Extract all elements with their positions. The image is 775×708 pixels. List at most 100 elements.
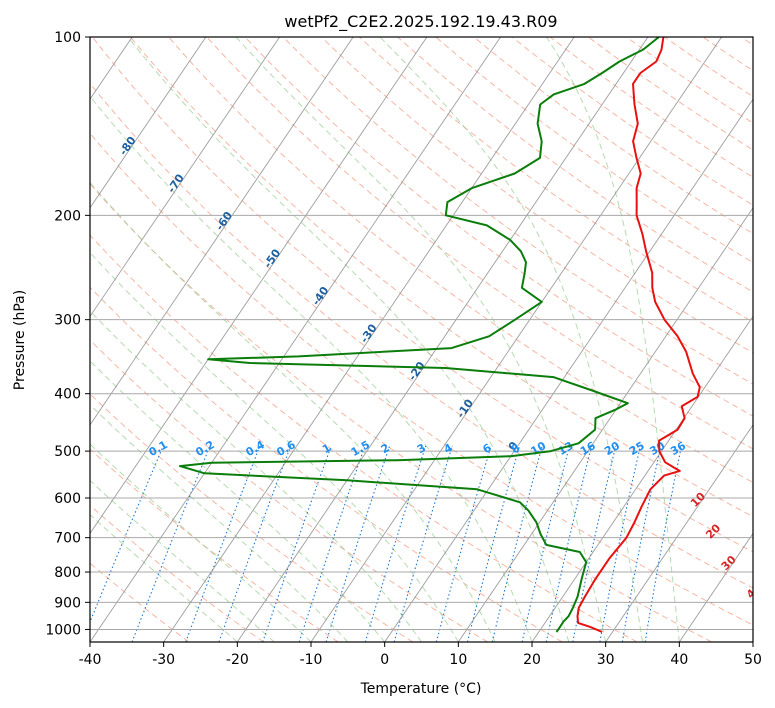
dry-adiabat	[90, 562, 190, 642]
moist-adiabat	[90, 404, 349, 642]
mixing-ratio-line	[621, 445, 662, 642]
isotherm-label: -60	[213, 209, 235, 233]
dry-adiabat	[90, 448, 339, 642]
dry-adiabat	[92, 37, 753, 553]
mixing-ratio-label: 20	[602, 439, 622, 458]
moist-adiabat	[546, 37, 680, 642]
y-tick-label: 400	[54, 387, 81, 403]
dry-adiabat	[282, 37, 753, 385]
x-axis: -40 -30 -20 -10 0 10 20 30 40 50	[79, 642, 762, 668]
profiles	[178, 37, 701, 633]
x-tick-label: 50	[744, 652, 762, 668]
mixing-ratio-label: 0.2	[193, 438, 216, 459]
dry-adiabat	[90, 82, 753, 589]
mixing-ratio-line	[185, 445, 261, 642]
y-tick-label: 700	[54, 531, 81, 547]
dry-adiabat	[664, 37, 753, 98]
isotherm	[678, 532, 753, 642]
temperature-line	[576, 37, 701, 633]
mixing-ratio-label: 8	[509, 441, 522, 456]
isotherm	[90, 37, 354, 426]
mixing-ratio-label: 2	[379, 441, 392, 456]
mixing-ratio-label: 10	[528, 439, 548, 458]
x-tick-label: -10	[300, 652, 323, 668]
mixing-ratio-line	[572, 445, 617, 642]
isotherm-label: -10	[454, 397, 476, 421]
moist-adiabat	[127, 37, 570, 642]
y-tick-label: 100	[54, 30, 81, 46]
mixing-ratio-label: 3	[415, 441, 428, 456]
y-tick-label: 600	[54, 491, 81, 507]
isotherm	[236, 37, 649, 642]
plot-frame	[89, 36, 754, 643]
x-tick-label: 30	[597, 652, 615, 668]
x-axis-label: Temperature (°C)	[360, 681, 482, 697]
y-axis: 100 200 300 400 500 600 700 800 900 1000	[45, 30, 90, 638]
isotherm-label: -90	[68, 96, 90, 120]
mixing-ratio-line	[364, 445, 427, 642]
isotherm	[163, 37, 575, 642]
mixing-ratio-label: 0.4	[243, 438, 267, 459]
mixing-ratio-label: 36	[668, 439, 688, 458]
dry-adiabat	[90, 504, 264, 642]
dry-adiabat	[435, 37, 753, 264]
mixing-ratio-label: 0.1	[147, 438, 170, 459]
mixing-ratio-line	[131, 445, 211, 642]
x-tick-label: 40	[670, 652, 688, 668]
moist-adiabat	[235, 37, 607, 642]
isotherm-label: -100	[18, 56, 45, 86]
x-tick-label: 0	[380, 652, 389, 668]
dry-adiabat	[740, 37, 753, 46]
x-tick-label: 10	[449, 652, 467, 668]
dry-adiabat	[702, 37, 753, 72]
mixing-ratio-line	[298, 445, 366, 642]
isotherm	[605, 424, 753, 642]
moist-adiabat	[90, 479, 275, 642]
moist-adiabat	[90, 181, 496, 642]
mixing-ratio-label: 6	[480, 441, 493, 456]
mixing-ratio-line	[466, 445, 521, 642]
mixing-ratio-line	[644, 445, 683, 642]
x-tick-label: -30	[152, 652, 175, 668]
adiabat-label: 20	[703, 521, 723, 541]
mixing-ratio-label: 30	[647, 439, 667, 458]
isotherm	[90, 37, 280, 318]
adiabat-label: 10	[688, 490, 708, 510]
moist-adiabat	[90, 310, 422, 642]
y-tick-label: 200	[54, 208, 81, 224]
dry-adiabat	[244, 37, 753, 417]
adiabat-label: 30	[719, 553, 739, 573]
dry-adiabat	[168, 37, 753, 483]
mixing-ratio-line	[393, 445, 453, 642]
isotherm	[310, 37, 722, 642]
y-tick-label: 500	[54, 444, 81, 460]
isotherm-label: -80	[117, 134, 139, 158]
moist-adiabat	[379, 37, 643, 642]
dry-adiabat	[359, 37, 753, 323]
dry-adiabat	[90, 183, 712, 642]
mixing-ratio-label: 0.6	[274, 438, 298, 459]
mixing-ratio-line	[599, 445, 641, 642]
y-tick-label: 900	[54, 595, 81, 611]
mixing-ratio-line	[491, 445, 543, 642]
isotherm-label: -30	[358, 322, 380, 346]
moist-adiabat	[90, 95, 533, 642]
mixing-ratio-line	[521, 445, 571, 642]
moist-adiabat	[90, 251, 459, 642]
isotherm	[90, 37, 428, 535]
x-tick-label: 20	[523, 652, 541, 668]
background-lines	[90, 37, 753, 642]
isotherm-label: -70	[165, 171, 187, 195]
chart-title: wetPf2_C2E2.2025.192.19.43.R09	[284, 12, 557, 32]
dry-adiabat	[90, 132, 753, 626]
mixing-ratio-line	[218, 445, 292, 642]
mixing-ratio-line	[435, 445, 492, 642]
isotherm	[384, 98, 753, 642]
isotherm	[531, 315, 753, 642]
dry-adiabat	[320, 37, 753, 354]
isotherm	[457, 206, 753, 642]
mixing-ratio-line	[545, 445, 593, 642]
y-axis-label: Pressure (hPa)	[12, 290, 28, 390]
y-tick-label: 1000	[45, 622, 81, 638]
